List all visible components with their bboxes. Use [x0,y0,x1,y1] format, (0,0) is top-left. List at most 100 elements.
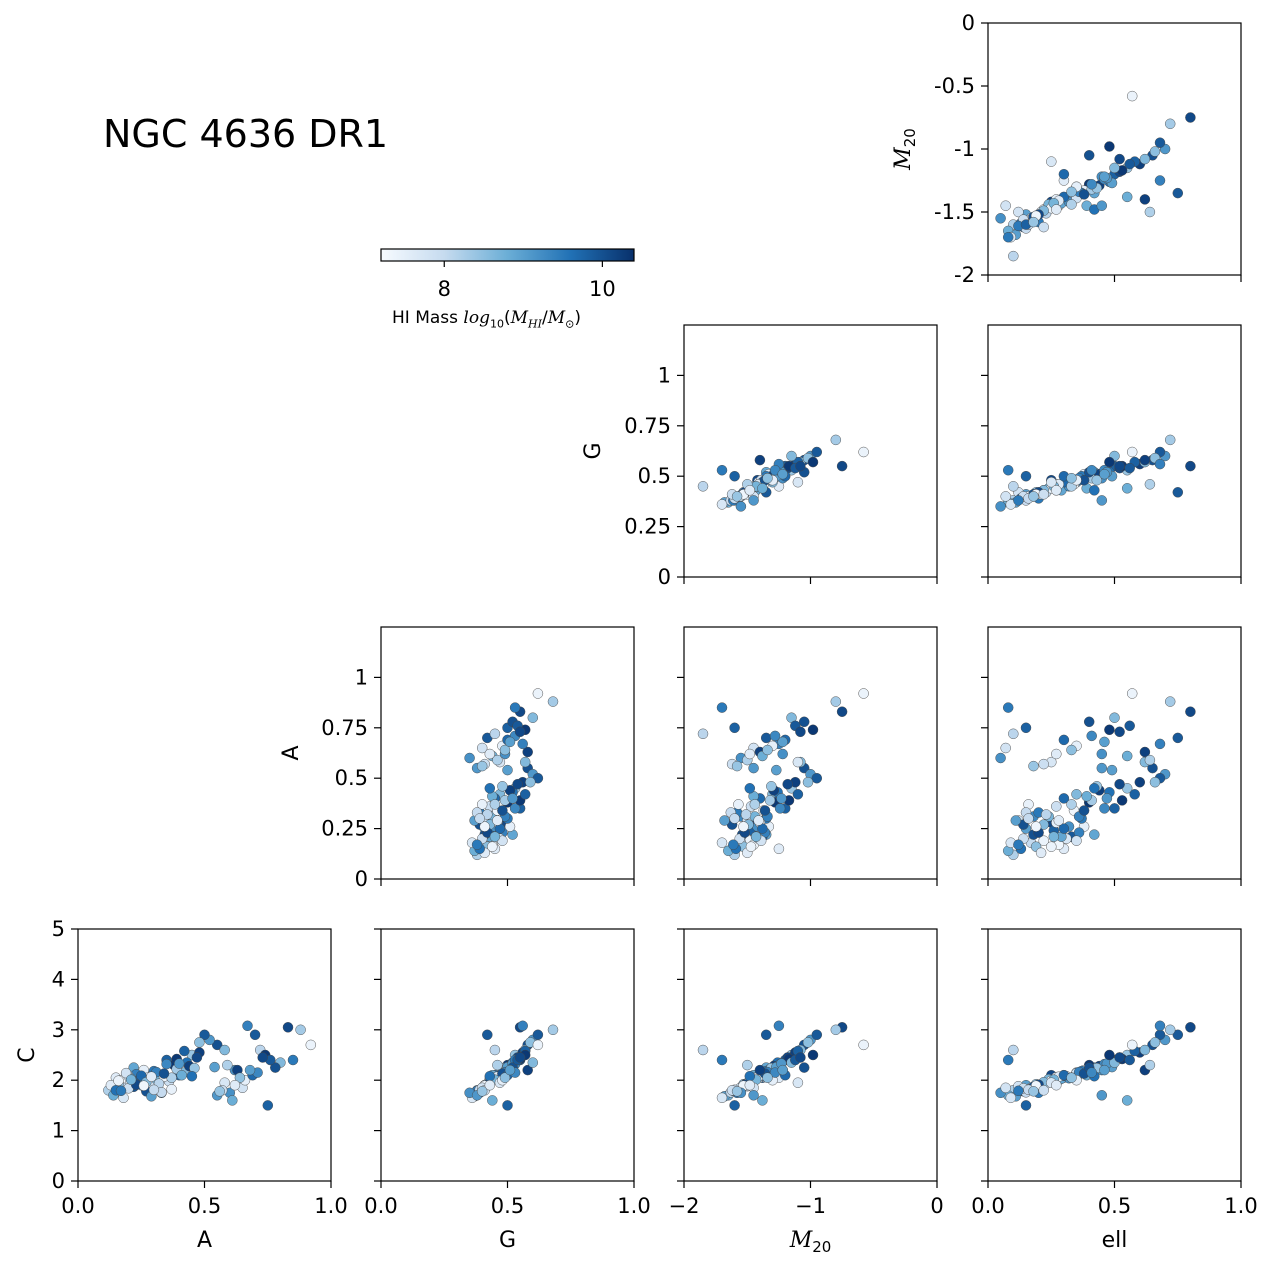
panel-ell-vs-G [981,324,1242,584]
data-point [471,839,483,850]
data-point [547,1024,559,1036]
data-point [1101,793,1113,804]
data-point [1051,1079,1062,1091]
data-point [1096,495,1108,506]
x-tick-label: 1.0 [617,1194,650,1218]
data-point [507,793,518,804]
data-point [1154,458,1166,470]
data-point [1066,1072,1077,1083]
data-point [1028,1086,1039,1097]
colorbar: 8 10 [380,248,635,301]
panel-ell-vs-C: 0.0 0.5 1.0 [971,928,1258,1218]
data-point [1051,204,1062,215]
data-point [776,793,787,804]
data-point [499,1072,511,1083]
data-point [1051,485,1062,496]
data-point [728,839,739,850]
y-tick-label: 5 [52,917,65,941]
panel-M20-vs-C: −2 −1 0 [669,928,944,1218]
data-point [995,752,1006,764]
data-point [802,1037,814,1048]
data-point [1028,491,1039,502]
y-tick-label: 0 [355,867,368,891]
data-point [729,722,740,734]
data-point [760,1029,772,1041]
data-point [749,799,761,810]
x-tick-label: 0.5 [1098,1194,1131,1218]
data-point [1124,158,1135,170]
data-point [782,778,793,790]
data-point [798,1062,810,1073]
data-point [1164,1024,1176,1036]
x-axis-label-M20: M20 [789,1228,832,1256]
data-point [158,1068,170,1079]
data-point [1114,1052,1125,1063]
data-point [484,748,496,760]
data-point [777,468,788,480]
data-point [1071,835,1082,846]
data-point [760,732,772,744]
data-point [1144,1059,1156,1071]
data-point [1099,1064,1110,1076]
panel-frame [987,22,1242,276]
figure-title: NGC 4636 DR1 [103,112,389,156]
data-point [519,756,531,768]
data-point [719,815,730,826]
data-point [464,752,475,764]
x-tick-label: 0.0 [61,1194,94,1218]
x-tick-label: 0 [930,1194,943,1218]
data-point [1008,728,1019,740]
data-point [740,809,752,820]
x-axis-label-A: A [197,1228,212,1253]
data-point [487,1095,498,1106]
data-point [476,742,488,754]
data-point [744,783,756,794]
data-point [161,1058,172,1070]
data-point [1144,479,1156,490]
data-point [1124,720,1135,732]
data-point [777,1064,788,1076]
data-point [242,1020,253,1032]
data-point [484,1070,496,1082]
y-tick-label: -0.5 [934,74,975,98]
y-axis-label-C: C [15,1047,40,1062]
data-point [1144,754,1156,766]
data-point [1154,137,1166,148]
data-point [497,781,508,792]
data-point [270,1062,281,1073]
data-point [729,813,740,824]
data-point [757,483,768,494]
data-point [1109,803,1120,814]
data-point [773,1020,785,1032]
data-point [532,688,544,699]
data-point [697,728,709,740]
data-point [1126,1039,1138,1051]
data-point [138,1080,150,1091]
x-tick-label: 1.0 [314,1194,347,1218]
data-point [1124,462,1135,474]
data-point [1066,472,1077,484]
data-point [836,460,848,472]
data-point [1106,764,1118,776]
data-point [1008,481,1019,492]
data-point [1185,460,1196,472]
y-axis-label-G: G [581,442,606,459]
data-point [1002,702,1014,713]
y-tick-label: 0 [52,1169,65,1193]
data-point [830,434,842,446]
data-point [731,760,743,772]
data-point [744,1070,756,1082]
data-point [1104,1049,1115,1061]
data-point [1002,464,1014,476]
panel-frame [380,928,635,1182]
data-point [1030,821,1042,832]
data-point [744,748,756,760]
data-point [125,1074,137,1085]
x-tick-label: 1.0 [1224,1194,1257,1218]
data-point [1066,186,1077,198]
data-point [1013,495,1024,506]
data-point [532,1029,544,1041]
data-point [1086,464,1097,476]
data-point [807,456,819,468]
data-point [762,1072,773,1083]
